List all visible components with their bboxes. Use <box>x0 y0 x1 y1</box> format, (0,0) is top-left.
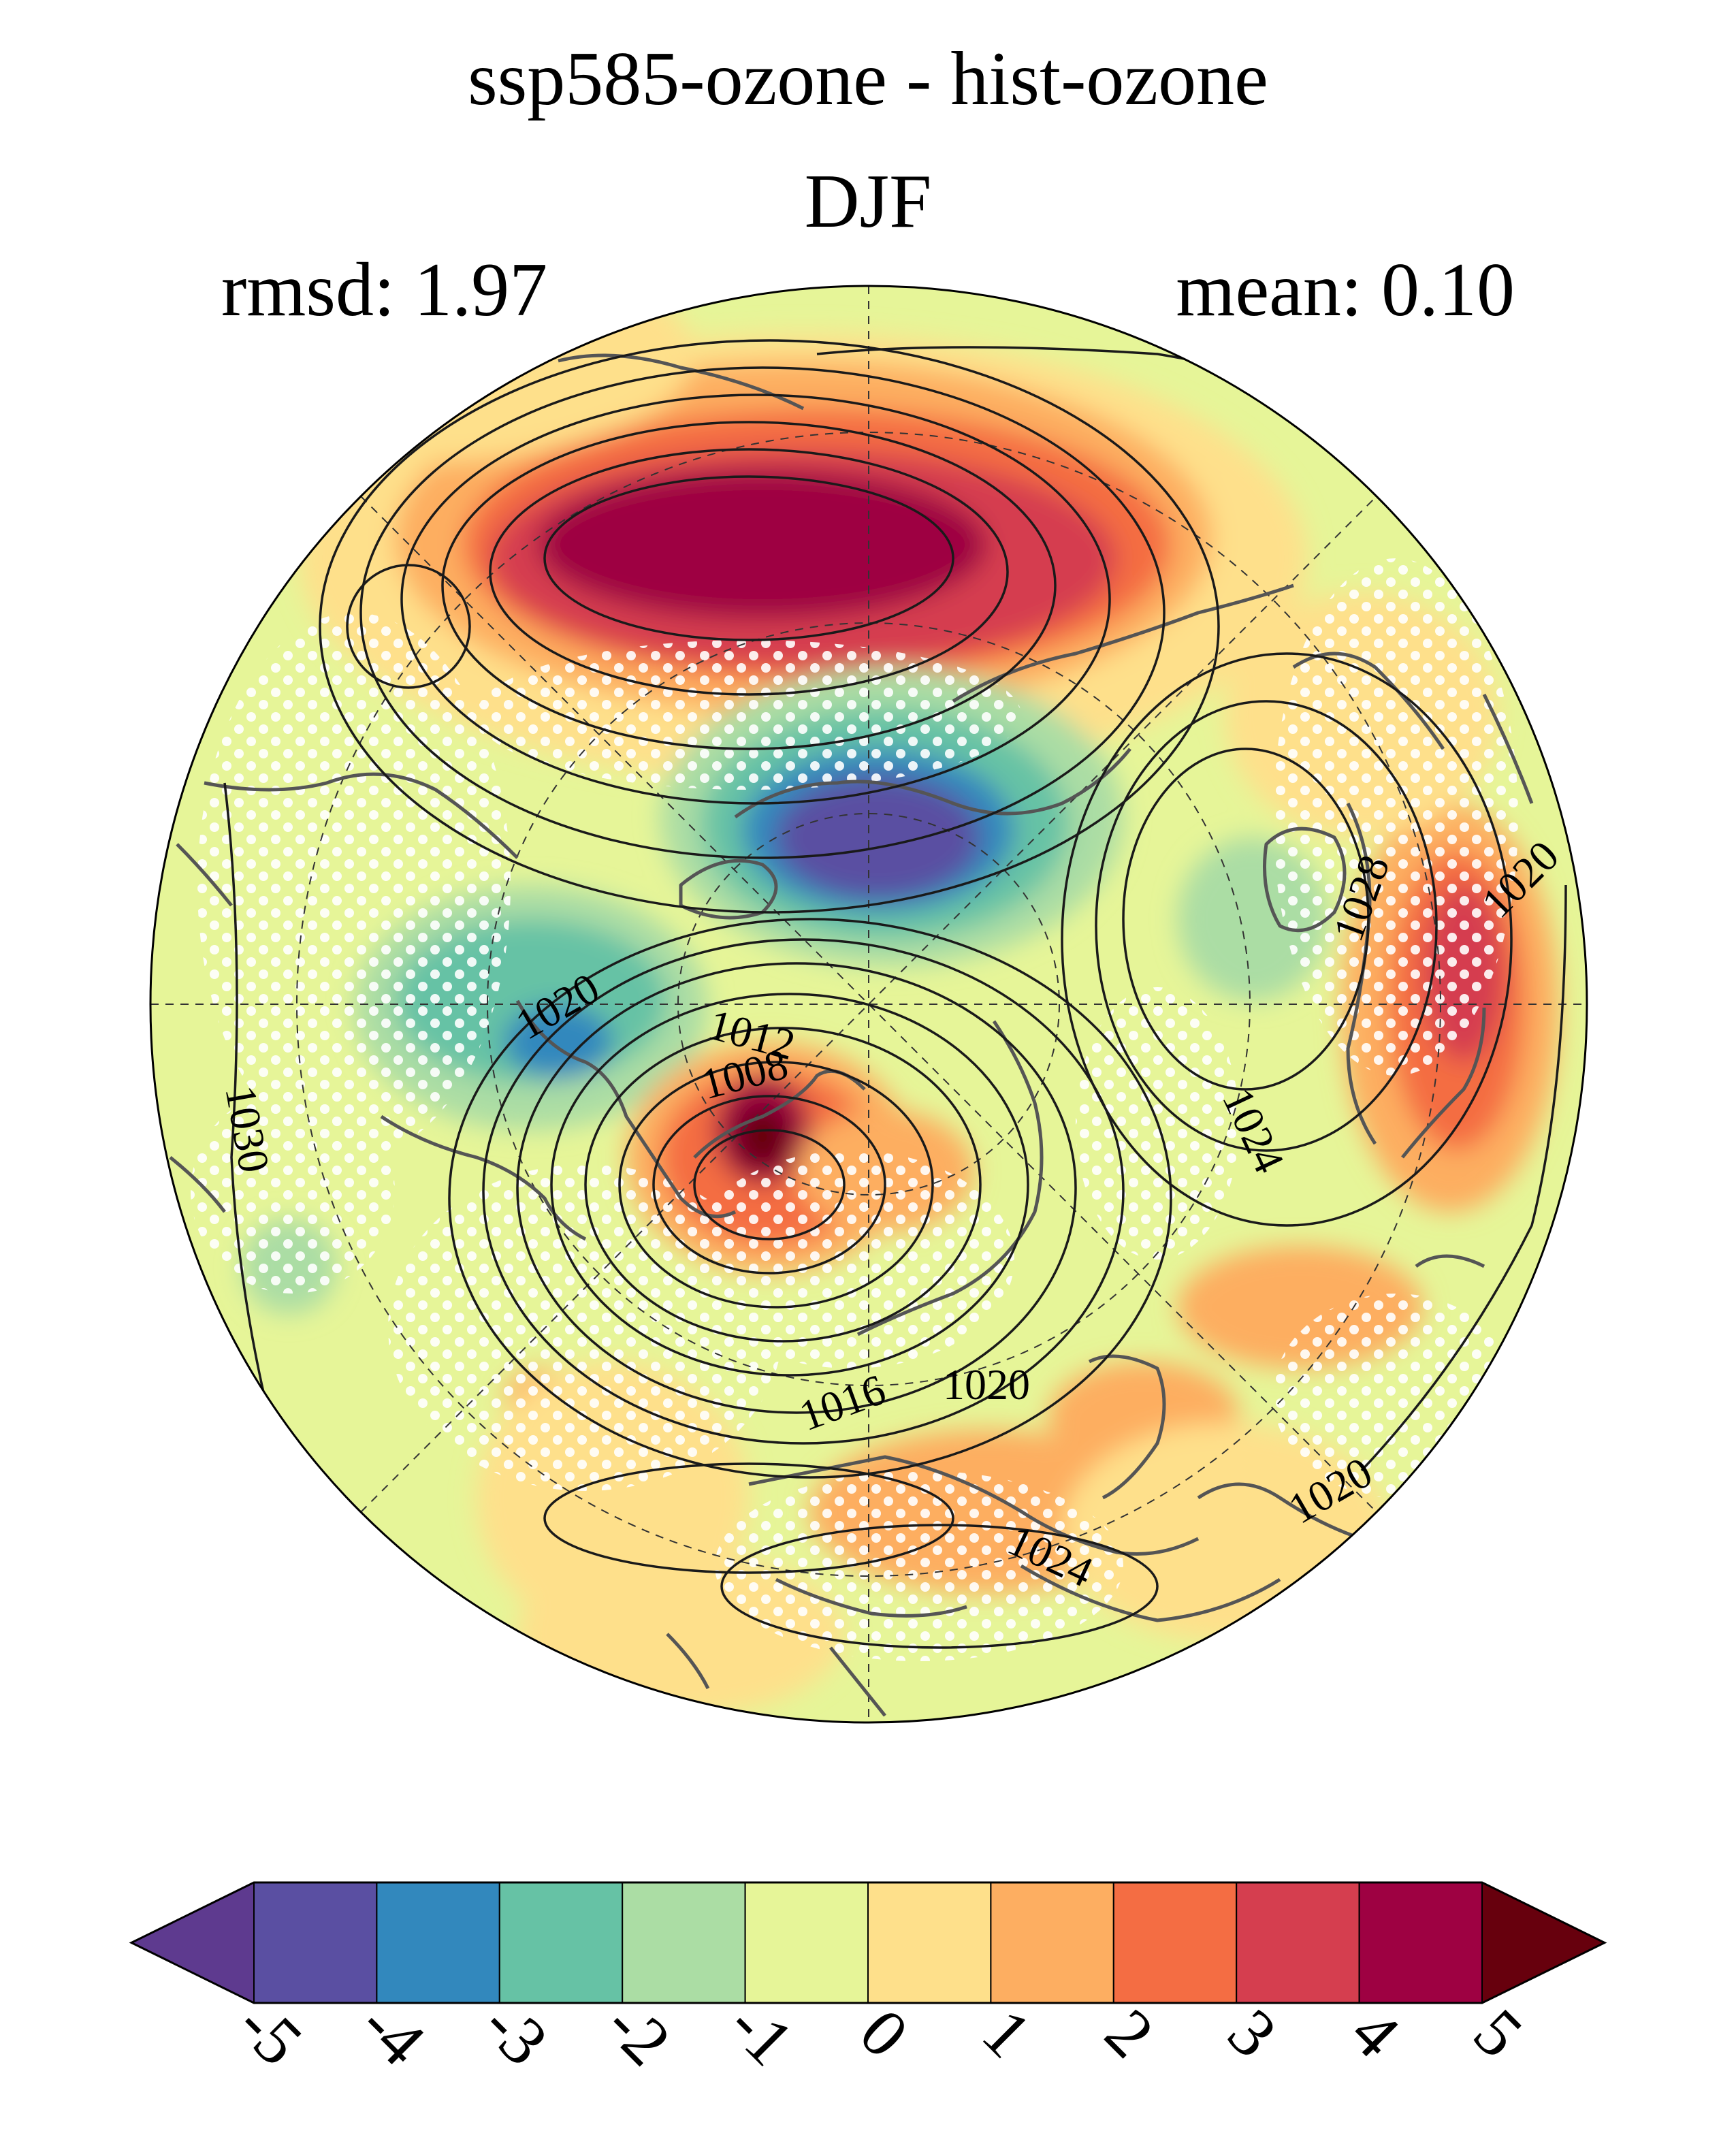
colorbar-tick-label: 2 <box>1091 1994 1169 2072</box>
colorbar-segment <box>622 1882 746 2004</box>
rmsd-label: rmsd: 1.97 <box>221 248 548 332</box>
colorbar-segment <box>990 1882 1114 2004</box>
colorbar-segment <box>1112 1882 1238 2004</box>
colorbar-segment <box>498 1882 624 2004</box>
colorbar-segment <box>253 1882 378 2004</box>
colorbar-tick-label: 3 <box>1214 1994 1291 2072</box>
mean-label: mean: 0.10 <box>1176 248 1515 332</box>
colorbar-segment <box>744 1882 869 2004</box>
colorbar-tick-label: 5 <box>1460 1994 1537 2072</box>
colorbar-segment <box>1236 1882 1360 2004</box>
contour-label: 1020 <box>943 1360 1030 1409</box>
colorbar-tick-label: 0 <box>846 1994 923 2072</box>
colorbar-segment <box>376 1882 500 2004</box>
colorbar-tick-label: 4 <box>1336 1994 1414 2072</box>
colorbar-min-extend <box>129 1881 255 2004</box>
graticule <box>150 286 1587 1722</box>
colorbar-segment <box>867 1882 992 2004</box>
colorbar-max-extend <box>1481 1881 1607 2004</box>
map-title: ssp585-ozone - hist-ozone <box>468 37 1268 121</box>
colorbar-segment <box>1358 1882 1483 2004</box>
colorbar-tick-label: 1 <box>968 1994 1046 2072</box>
season-label: DJF <box>804 159 932 244</box>
pressure-contours <box>223 339 1567 1649</box>
map-boundary <box>149 285 1588 1724</box>
